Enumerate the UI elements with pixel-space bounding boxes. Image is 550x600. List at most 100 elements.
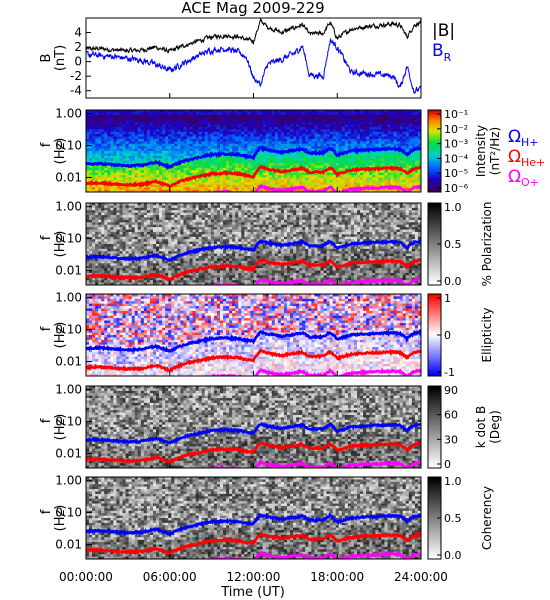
intensity-cell <box>92 119 96 123</box>
intensity-cell <box>326 175 331 179</box>
intensity-cell <box>149 163 154 166</box>
intensity-cell <box>95 167 99 171</box>
intensity-cell <box>287 163 291 166</box>
polarization-cell <box>183 239 187 243</box>
polarization-cell <box>98 205 102 209</box>
intensity-cell <box>122 129 127 133</box>
intensity-cell <box>235 143 239 147</box>
intensity-cell <box>344 129 349 133</box>
intensity-cell <box>387 158 392 162</box>
intensity-cell <box>220 134 224 138</box>
intensity-cell <box>101 167 105 171</box>
intensity-cell <box>399 129 404 133</box>
intensity-cell <box>308 124 312 128</box>
intensity-cell <box>274 184 279 188</box>
intensity-cell <box>287 165 291 169</box>
intensity-cell <box>153 134 157 138</box>
polarization-cell <box>128 241 133 245</box>
intensity-cell <box>177 167 181 171</box>
intensity-cell <box>95 122 99 125</box>
intensity-cell <box>149 153 154 157</box>
intensity-cell <box>216 126 221 130</box>
polarization-cell <box>113 277 117 281</box>
intensity-cell <box>390 175 395 179</box>
intensity-cell <box>396 143 401 147</box>
intensity-cell <box>369 112 373 116</box>
intensity-cell <box>363 163 367 166</box>
intensity-cell <box>247 189 251 192</box>
polarization-cell <box>119 215 124 218</box>
intensity-cell <box>320 131 325 135</box>
intensity-cell <box>195 117 200 121</box>
polarization-cell <box>110 207 114 211</box>
intensity-cell <box>216 165 221 169</box>
intensity-cell <box>159 175 163 179</box>
intensity-cell <box>369 122 373 125</box>
intensity-cell <box>350 172 355 176</box>
polarization-cell <box>168 275 172 279</box>
polarization-cell <box>146 236 151 240</box>
polarization-cell <box>149 280 154 284</box>
polarization-cell <box>143 265 148 269</box>
polarization-cell <box>168 224 172 228</box>
intensity-cell <box>131 124 136 128</box>
intensity-cell <box>195 141 200 145</box>
intensity-cell <box>283 122 288 125</box>
polarization-cell <box>89 210 93 214</box>
intensity-cell <box>113 114 117 118</box>
intensity-cell <box>326 143 331 147</box>
polarization-cell <box>134 272 139 276</box>
polarization-cell <box>153 222 157 226</box>
polarization-cell <box>107 277 111 281</box>
intensity-cell <box>122 119 127 123</box>
intensity-cell <box>113 117 117 121</box>
intensity-cell <box>265 143 270 147</box>
intensity-cell <box>104 141 108 145</box>
polarization-cell <box>171 217 175 221</box>
intensity-cell <box>235 122 239 125</box>
intensity-cell <box>402 131 407 135</box>
intensity-cell <box>149 134 154 138</box>
intensity-cell <box>326 189 331 192</box>
intensity-cell <box>250 179 254 183</box>
intensity-cell <box>198 172 203 176</box>
polarization-cell <box>183 231 187 235</box>
polarization-cell <box>183 277 187 281</box>
polarization-cell <box>128 244 133 247</box>
intensity-cell <box>149 158 154 162</box>
intensity-cell <box>402 110 407 113</box>
intensity-cell <box>189 189 194 192</box>
intensity-cell <box>122 114 127 118</box>
polarization-cell <box>143 205 148 209</box>
intensity-cell <box>360 170 364 174</box>
intensity-cell <box>229 126 233 130</box>
legend-omega-o: ΩO+ <box>508 167 539 189</box>
intensity-cell <box>253 179 258 183</box>
polarization-cell <box>156 215 160 218</box>
intensity-cell <box>408 119 413 123</box>
intensity-cell <box>381 170 385 174</box>
intensity-cell <box>235 158 239 162</box>
intensity-cell <box>204 141 209 145</box>
polarization-cell <box>165 253 169 257</box>
intensity-cell <box>305 175 309 179</box>
polarization-cell <box>183 256 187 259</box>
intensity-cell <box>299 179 303 183</box>
intensity-cell <box>226 117 230 121</box>
polarization-cell <box>186 236 191 240</box>
intensity-cell <box>229 112 233 116</box>
intensity-cell <box>244 110 248 113</box>
polarization-cell <box>165 268 169 272</box>
polarization-cell <box>125 253 130 257</box>
intensity-cell <box>357 165 361 169</box>
intensity-cell <box>305 153 309 157</box>
intensity-cell <box>283 182 288 186</box>
polarization-cell <box>174 282 178 285</box>
intensity-cell <box>159 151 163 154</box>
intensity-cell <box>323 184 328 188</box>
intensity-cell <box>247 117 251 121</box>
intensity-cell <box>326 119 331 123</box>
intensity-cell <box>302 110 306 113</box>
intensity-cell <box>366 119 370 123</box>
polarization-cell <box>89 222 93 226</box>
